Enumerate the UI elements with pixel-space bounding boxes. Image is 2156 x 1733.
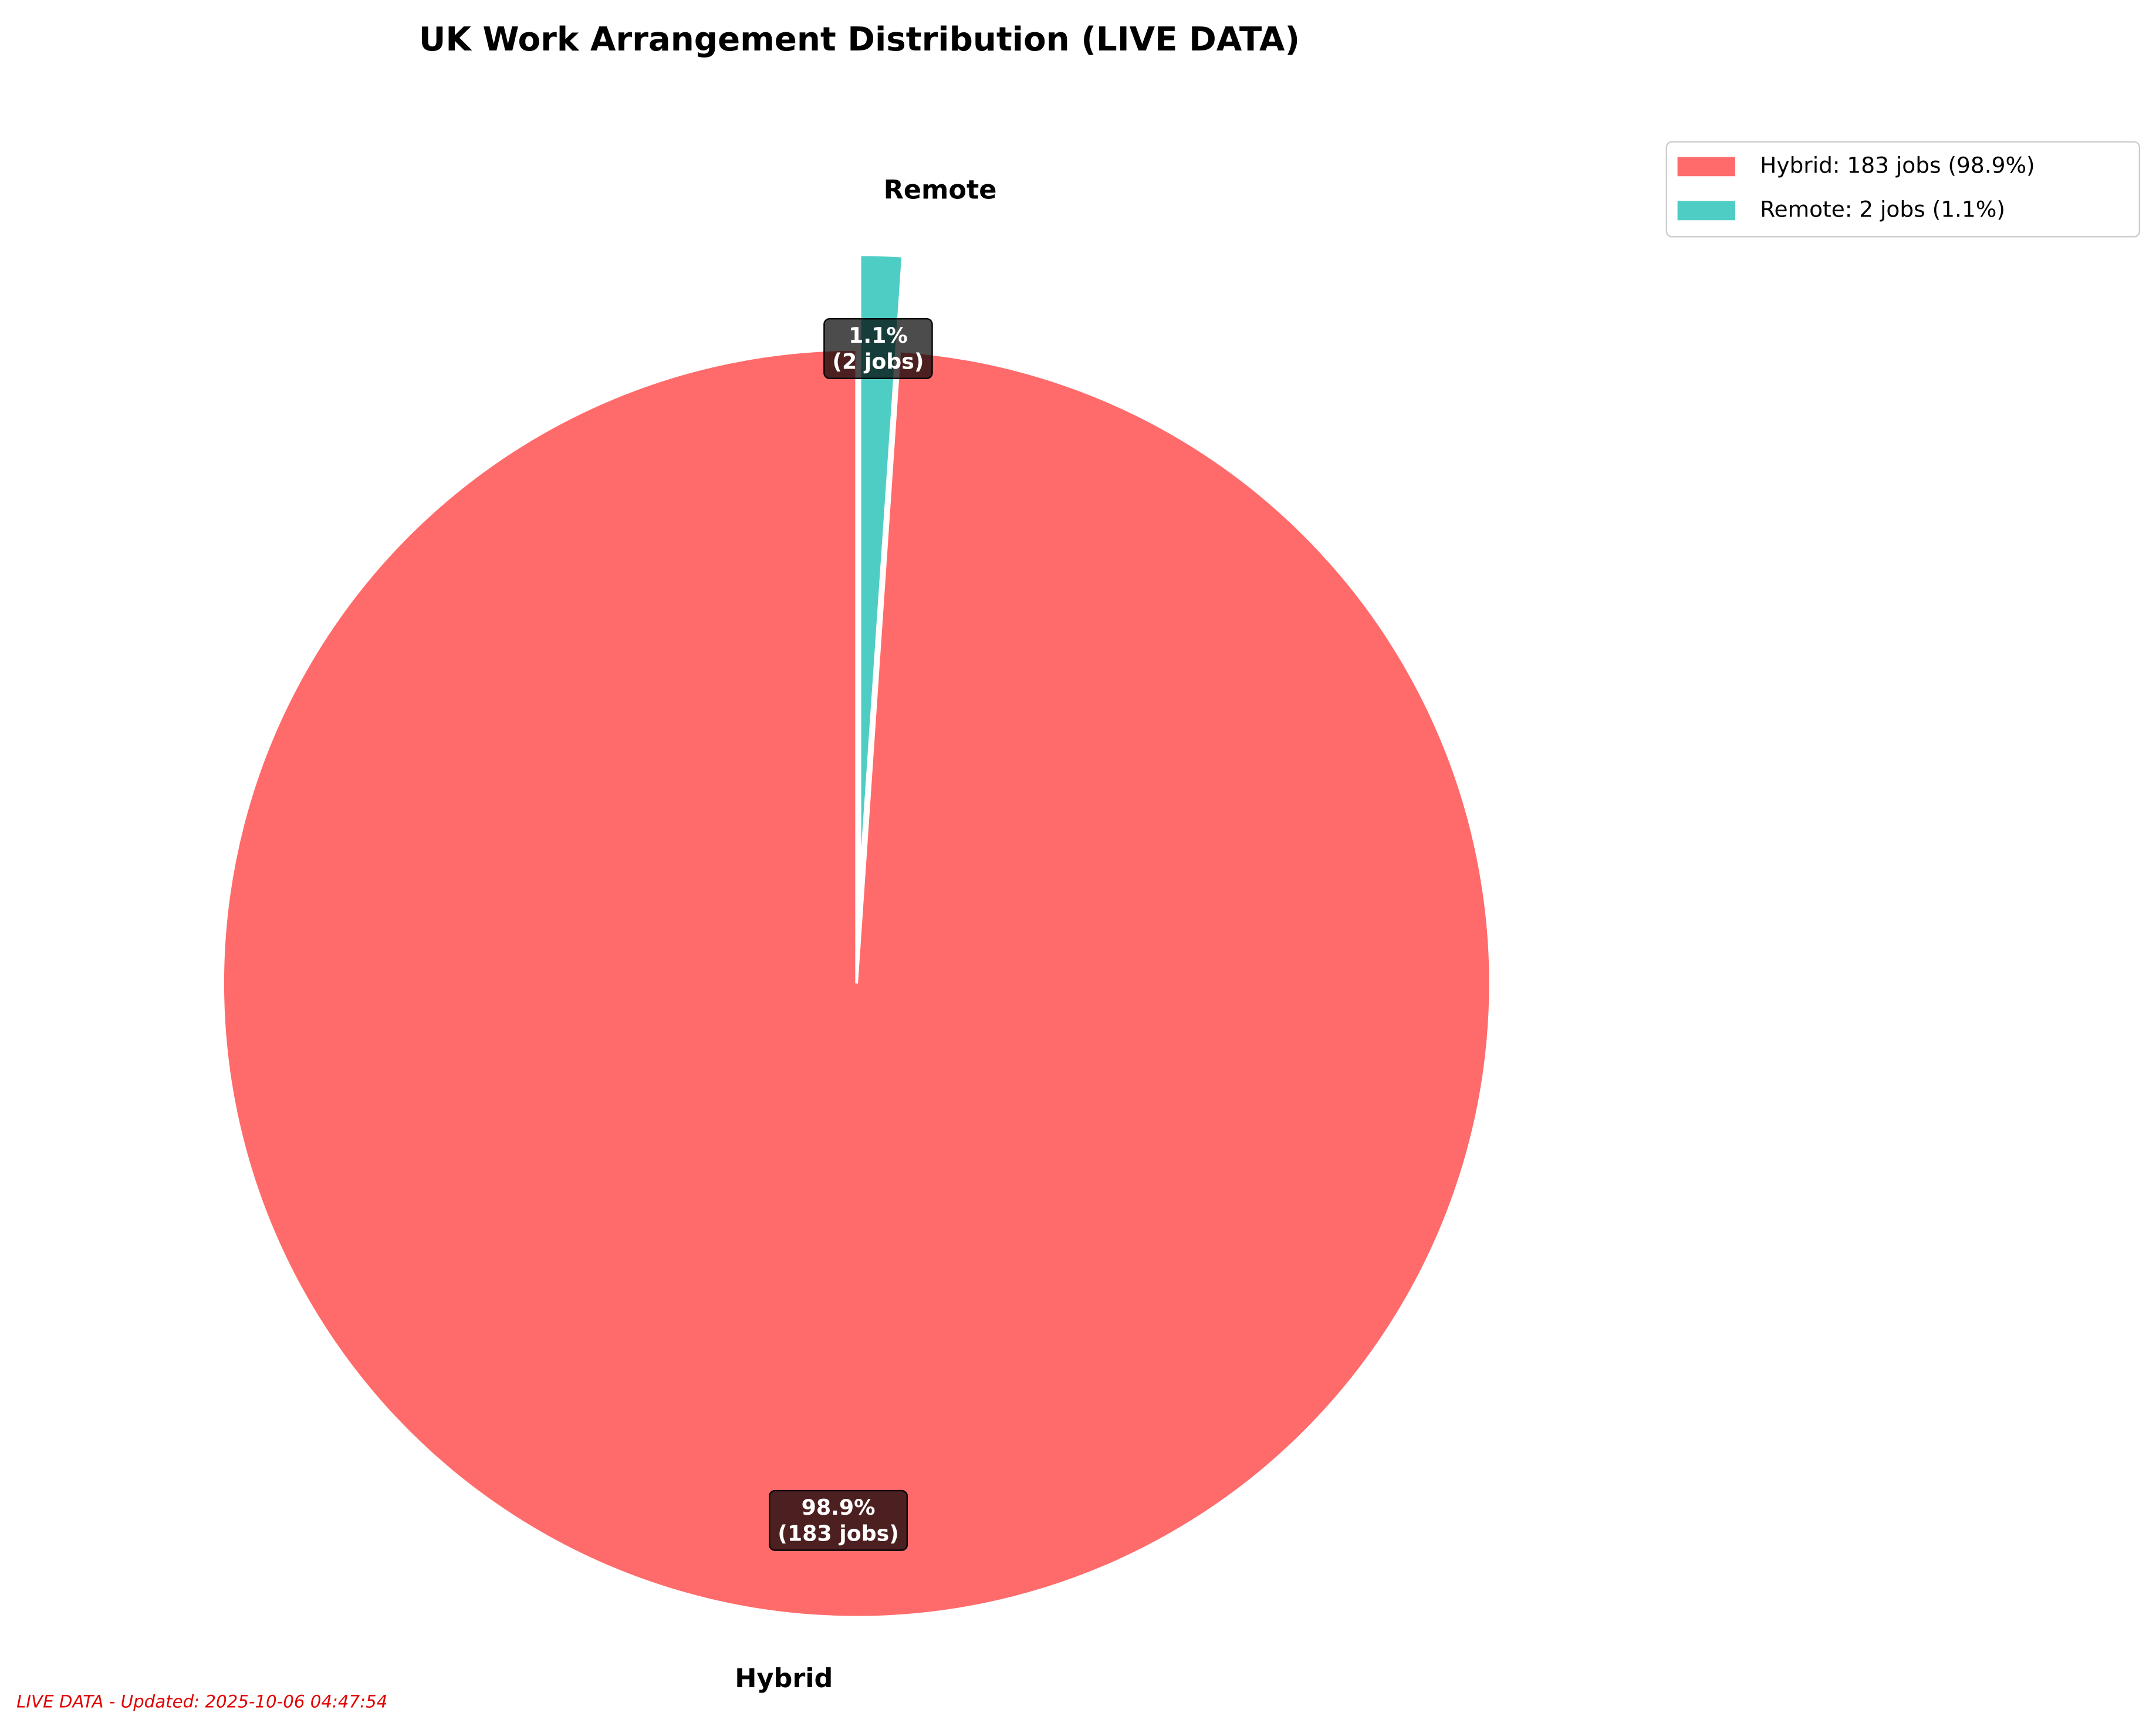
legend-label: Hybrid: 183 jobs (98.9%) bbox=[1760, 152, 2035, 178]
legend-swatch bbox=[1677, 157, 1736, 177]
category-label: Remote bbox=[884, 175, 997, 205]
value-label: 98.9%(183 jobs) bbox=[769, 1489, 908, 1551]
category-label: Hybrid bbox=[735, 1664, 833, 1694]
value-label-box bbox=[823, 318, 933, 379]
legend-label: Remote: 2 jobs (1.1%) bbox=[1760, 196, 2005, 222]
footnote: LIVE DATA - Updated: 2025-10-06 04:47:54 bbox=[16, 1692, 387, 1712]
pie-slice bbox=[221, 348, 1492, 1619]
pie-slice bbox=[858, 253, 905, 889]
legend-swatch bbox=[1677, 201, 1736, 221]
value-label-box bbox=[769, 1489, 908, 1551]
chart-title: UK Work Arrangement Distribution (LIVE D… bbox=[419, 21, 1300, 59]
value-label-text: 1.1% bbox=[849, 323, 908, 348]
value-label-text: (183 jobs) bbox=[778, 1521, 899, 1546]
value-label-text: 98.9% bbox=[802, 1495, 876, 1520]
legend-box bbox=[1665, 141, 2141, 238]
value-label: 1.1%(2 jobs) bbox=[823, 318, 933, 379]
value-label-text: (2 jobs) bbox=[832, 349, 924, 374]
